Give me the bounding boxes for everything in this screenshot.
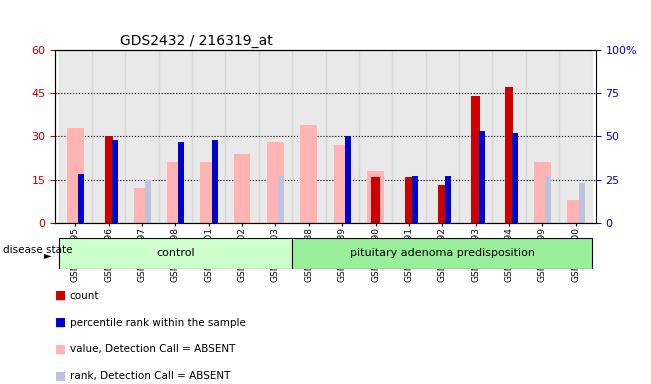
Bar (126, 50, 159, 223)
Bar (371, 177, 380, 223)
Bar (59, 238, 292, 269)
Bar (279, 176, 284, 223)
Bar (59, 50, 92, 223)
Bar (546, 176, 551, 223)
Bar (534, 162, 551, 223)
Bar (412, 176, 418, 223)
Bar (267, 142, 284, 223)
Bar (234, 154, 251, 223)
Bar (212, 140, 218, 223)
Text: ■: ■ (55, 343, 66, 356)
Text: disease state: disease state (3, 245, 73, 255)
Text: rank, Detection Call = ABSENT: rank, Detection Call = ABSENT (70, 371, 230, 381)
Bar (145, 180, 151, 223)
Bar (334, 145, 350, 223)
Bar (133, 188, 150, 223)
Bar (579, 183, 585, 223)
Bar (259, 50, 292, 223)
Bar (459, 50, 492, 223)
Bar (292, 50, 326, 223)
Text: ►: ► (44, 250, 51, 260)
Text: pituitary adenoma predisposition: pituitary adenoma predisposition (350, 248, 534, 258)
Bar (105, 136, 113, 223)
Bar (67, 128, 84, 223)
Text: percentile rank within the sample: percentile rank within the sample (70, 318, 245, 328)
Bar (426, 50, 459, 223)
Bar (192, 50, 225, 223)
Bar (112, 140, 118, 223)
Bar (438, 185, 447, 223)
Text: ■: ■ (55, 370, 66, 383)
Bar (292, 238, 592, 269)
Bar (167, 162, 184, 223)
Bar (525, 50, 559, 223)
Bar (492, 50, 525, 223)
Bar (159, 50, 192, 223)
Bar (471, 96, 480, 223)
Bar (225, 50, 259, 223)
Text: value, Detection Call = ABSENT: value, Detection Call = ABSENT (70, 344, 235, 354)
Bar (392, 50, 426, 223)
Text: control: control (156, 248, 195, 258)
Text: count: count (70, 291, 99, 301)
Bar (405, 177, 413, 223)
Bar (478, 131, 484, 223)
Bar (345, 136, 351, 223)
Bar (445, 176, 451, 223)
Text: ■: ■ (55, 289, 66, 302)
Bar (326, 50, 359, 223)
Text: ■: ■ (55, 316, 66, 329)
Bar (512, 133, 518, 223)
Bar (505, 88, 513, 223)
Bar (559, 50, 592, 223)
Bar (301, 125, 317, 223)
Bar (359, 50, 392, 223)
Bar (178, 142, 184, 223)
Text: GDS2432 / 216319_at: GDS2432 / 216319_at (120, 33, 273, 48)
Bar (201, 162, 217, 223)
Bar (78, 174, 85, 223)
Bar (92, 50, 126, 223)
Bar (367, 171, 384, 223)
Bar (567, 200, 584, 223)
